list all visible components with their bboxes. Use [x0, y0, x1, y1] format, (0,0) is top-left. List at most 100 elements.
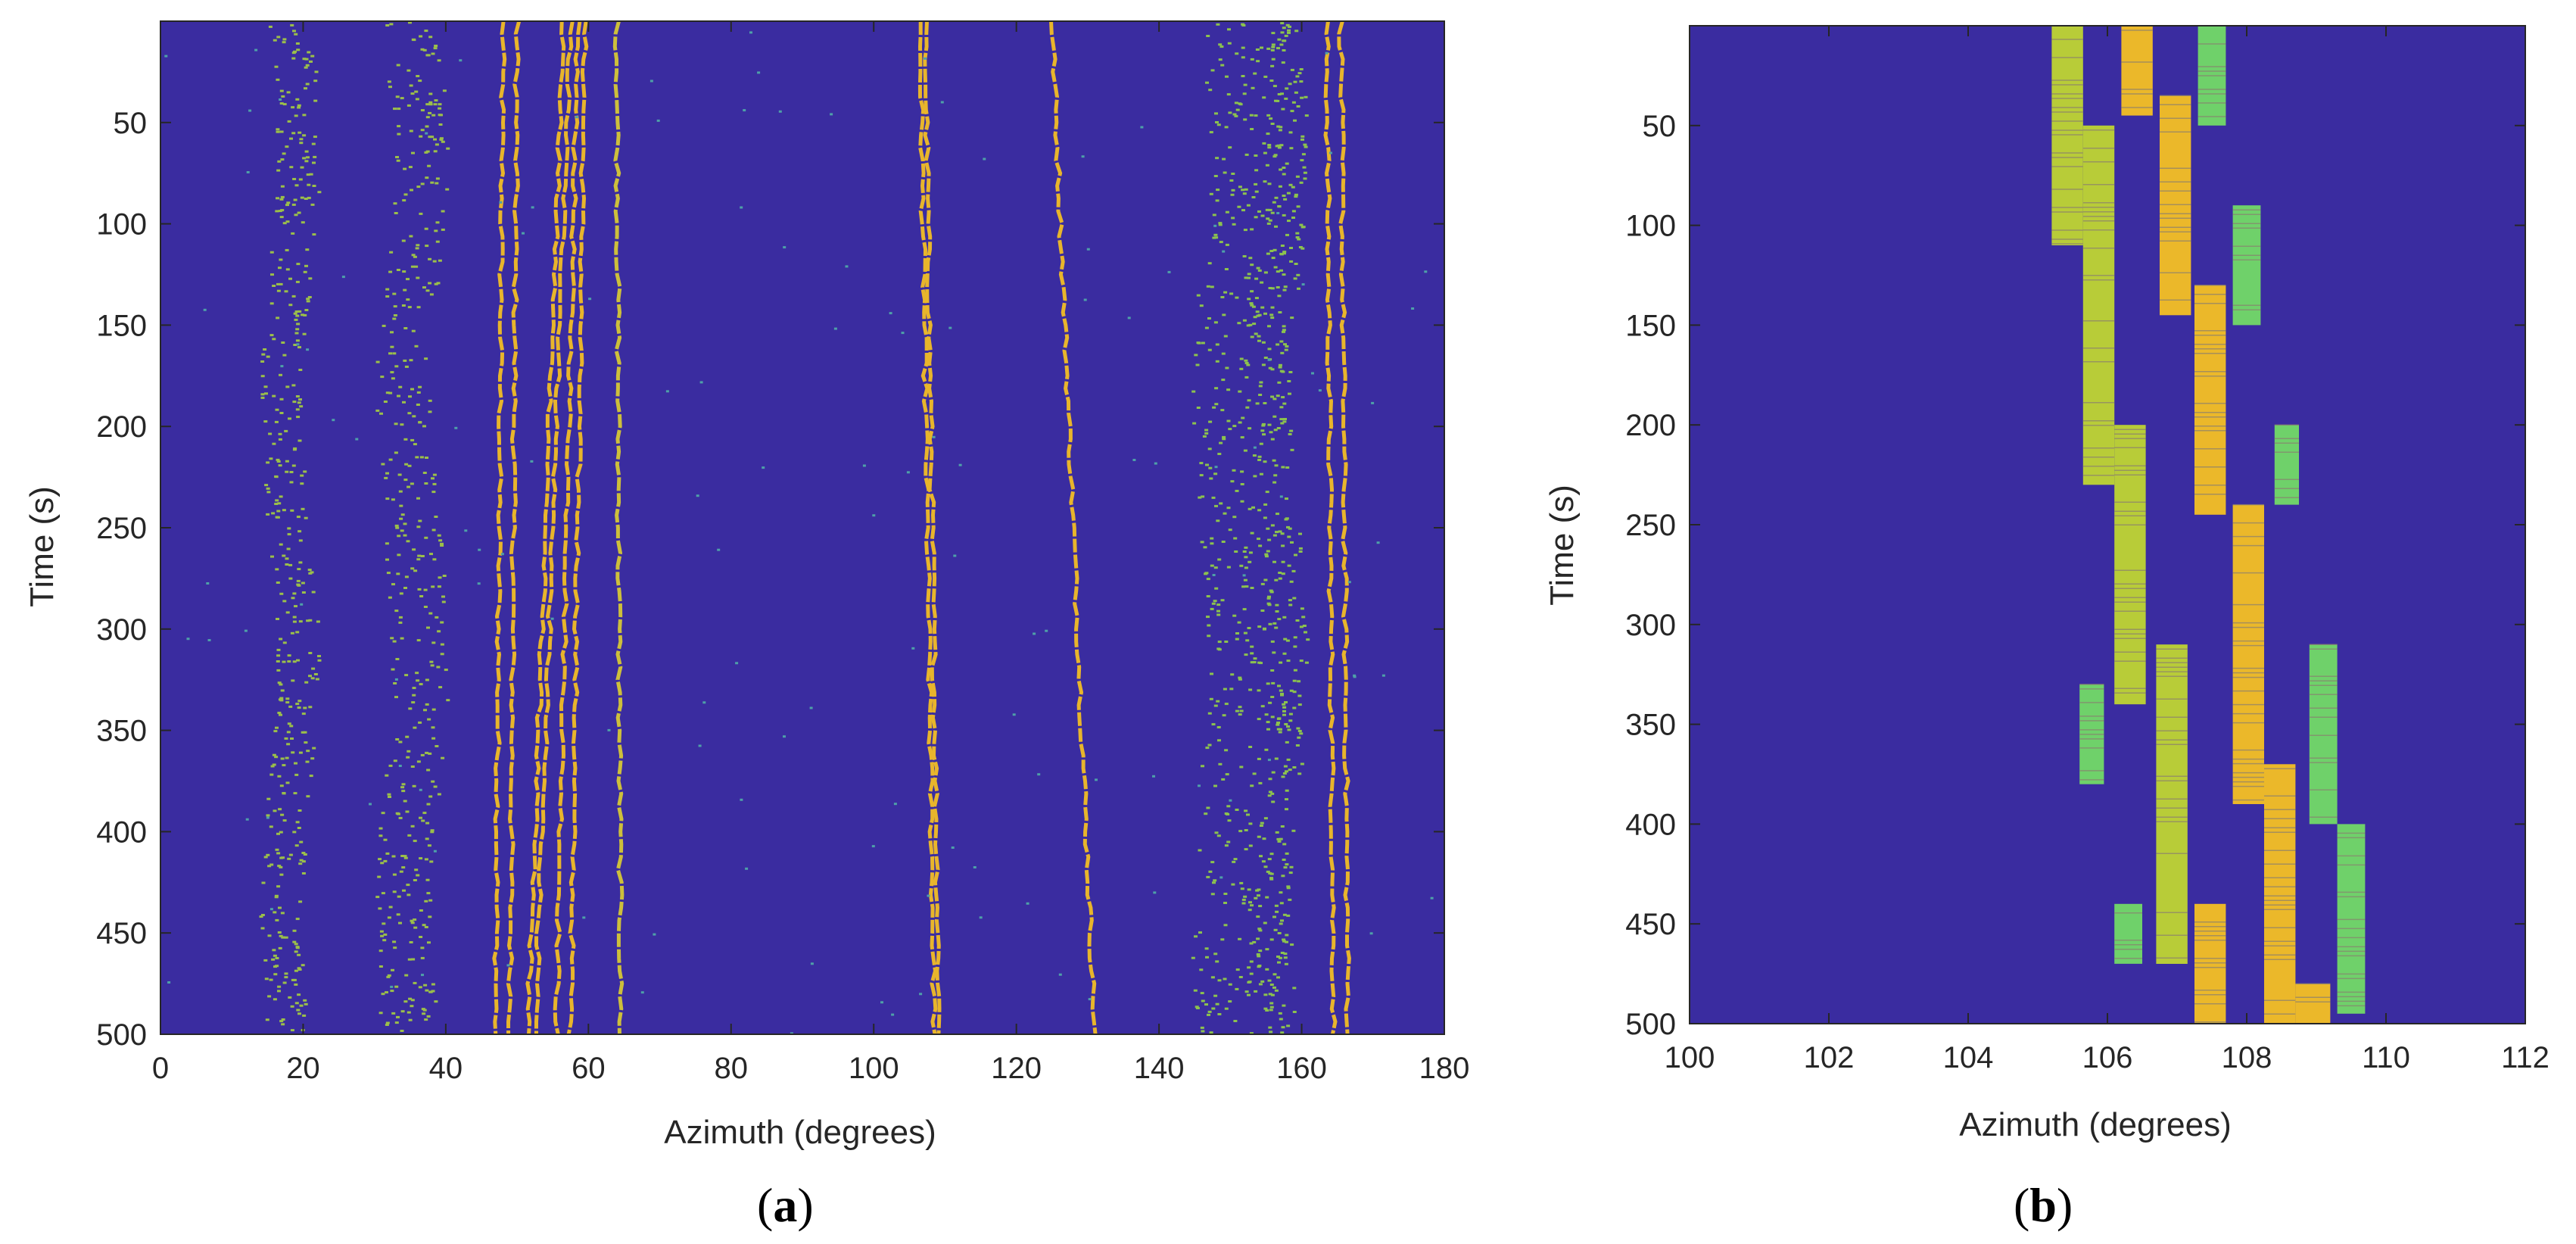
scatter-18-speck: [274, 896, 279, 899]
scatter-18-speck: [292, 178, 297, 180]
scatter-150-speck: [1212, 881, 1216, 884]
scatter-150-speck: [1254, 154, 1258, 157]
scatter-150-speck: [1248, 323, 1253, 326]
scatter-150-speck: [1268, 622, 1272, 625]
scatter-150-speck: [1218, 762, 1223, 765]
scatter-157-speck: [1270, 524, 1275, 527]
scatter-18-speck: [297, 346, 301, 349]
noise-speck: [1214, 466, 1218, 469]
block-a3-fill: [2114, 425, 2146, 705]
scatter-35-speck: [406, 69, 411, 72]
scatter-35-speck: [428, 36, 433, 39]
scatter-35-speck: [429, 553, 433, 556]
scatter-150-speck: [1244, 556, 1248, 559]
scatter-18-speck: [282, 981, 287, 984]
scatter-157-speck: [1285, 497, 1288, 500]
scatter-18-speck: [266, 355, 270, 358]
scatter-150-speck: [1238, 937, 1242, 940]
scatter-150-speck: [1221, 541, 1226, 543]
scatter-35-speck: [383, 933, 388, 936]
scatter-150-speck: [1268, 701, 1272, 704]
noise-speck: [1045, 629, 1048, 632]
scatter-35-speck: [420, 182, 425, 186]
scatter-18-speck: [272, 753, 276, 756]
scatter-150-speck: [1193, 989, 1198, 992]
noise-speck: [245, 818, 249, 821]
noise-speck: [522, 232, 525, 235]
scatter-18-speck: [266, 461, 270, 464]
scatter-35-speck: [427, 164, 431, 167]
scatter-35-speck: [410, 92, 415, 95]
noise-speck: [1353, 675, 1357, 678]
scatter-35-speck: [410, 1005, 414, 1008]
scatter-157-speck: [1263, 402, 1267, 404]
scatter-35-speck: [413, 879, 417, 881]
scatter-35-speck: [384, 476, 388, 479]
scatter-150-speck: [1257, 661, 1262, 664]
scatter-157-speck: [1279, 269, 1283, 272]
scatter-150-speck: [1219, 502, 1223, 505]
scatter-18-speck: [269, 863, 274, 866]
block-b4-fill: [2232, 504, 2264, 804]
y-tick-label-b: 50: [1643, 110, 1677, 143]
scatter-150-speck: [1228, 111, 1232, 114]
scatter-35-speck: [393, 759, 397, 762]
scatter-18-speck: [306, 173, 310, 176]
scatter-35-speck: [431, 983, 435, 986]
block-b1: [2121, 26, 2153, 116]
scatter-35-speck: [445, 188, 450, 191]
scatter-157-speck: [1280, 351, 1285, 354]
scatter-18-speck: [287, 654, 291, 657]
scatter-150-speck: [1222, 435, 1226, 438]
scatter-157-speck: [1270, 306, 1275, 309]
scatter-157-speck: [1284, 701, 1288, 703]
scatter-18-speck: [314, 70, 319, 73]
scatter-157-speck: [1258, 905, 1263, 908]
scatter-157-speck: [1286, 758, 1291, 761]
scatter-150-speck: [1212, 406, 1216, 409]
scatter-157-speck: [1268, 219, 1272, 222]
scatter-35-speck: [429, 293, 434, 296]
scatter-35-speck: [402, 199, 406, 202]
scatter-157-speck: [1285, 789, 1289, 792]
scatter-157-speck: [1287, 31, 1291, 34]
scatter-157-speck: [1288, 131, 1293, 134]
scatter-150-speck: [1220, 938, 1225, 941]
scatter-157-speck: [1272, 398, 1277, 401]
scatter-35-speck: [394, 451, 398, 454]
scatter-150-speck: [1265, 208, 1269, 211]
scatter-157-speck: [1257, 455, 1262, 458]
scatter-150-speck: [1269, 117, 1273, 120]
scatter-157-speck: [1278, 572, 1282, 574]
scatter-150-speck: [1200, 992, 1204, 995]
scatter-18-speck: [275, 568, 279, 571]
noise-speck: [1381, 674, 1385, 677]
scatter-18-speck: [317, 655, 321, 657]
scatter-150-speck: [1247, 627, 1251, 629]
scatter-18-speck: [277, 160, 282, 163]
scatter-157-speck: [1270, 696, 1275, 698]
scatter-35-speck: [403, 479, 408, 482]
scatter-150-speck: [1267, 182, 1272, 186]
scatter-150-speck: [1216, 610, 1220, 613]
scatter-35-speck: [407, 464, 412, 467]
scatter-35-speck: [394, 524, 399, 527]
scatter-35-speck: [383, 838, 388, 841]
scatter-18-speck: [294, 943, 298, 946]
scatter-35-speck: [382, 939, 387, 942]
block-b7-fill: [2295, 984, 2331, 1024]
scatter-18-speck: [272, 285, 276, 287]
scatter-35-speck: [409, 129, 413, 133]
scatter-150-speck: [1207, 317, 1211, 320]
scatter-35-speck: [407, 306, 412, 309]
scatter-18-speck: [299, 405, 304, 408]
scatter-157-speck: [1275, 831, 1279, 834]
scatter-18-speck: [288, 304, 293, 307]
scatter-18-speck: [297, 211, 301, 214]
scatter-18-speck: [287, 120, 291, 123]
scatter-150-speck: [1250, 58, 1254, 61]
scatter-150-speck: [1250, 128, 1254, 130]
scatter-35-speck: [438, 259, 442, 262]
scatter-35-speck: [398, 621, 403, 624]
scatter-35-speck: [408, 21, 412, 24]
